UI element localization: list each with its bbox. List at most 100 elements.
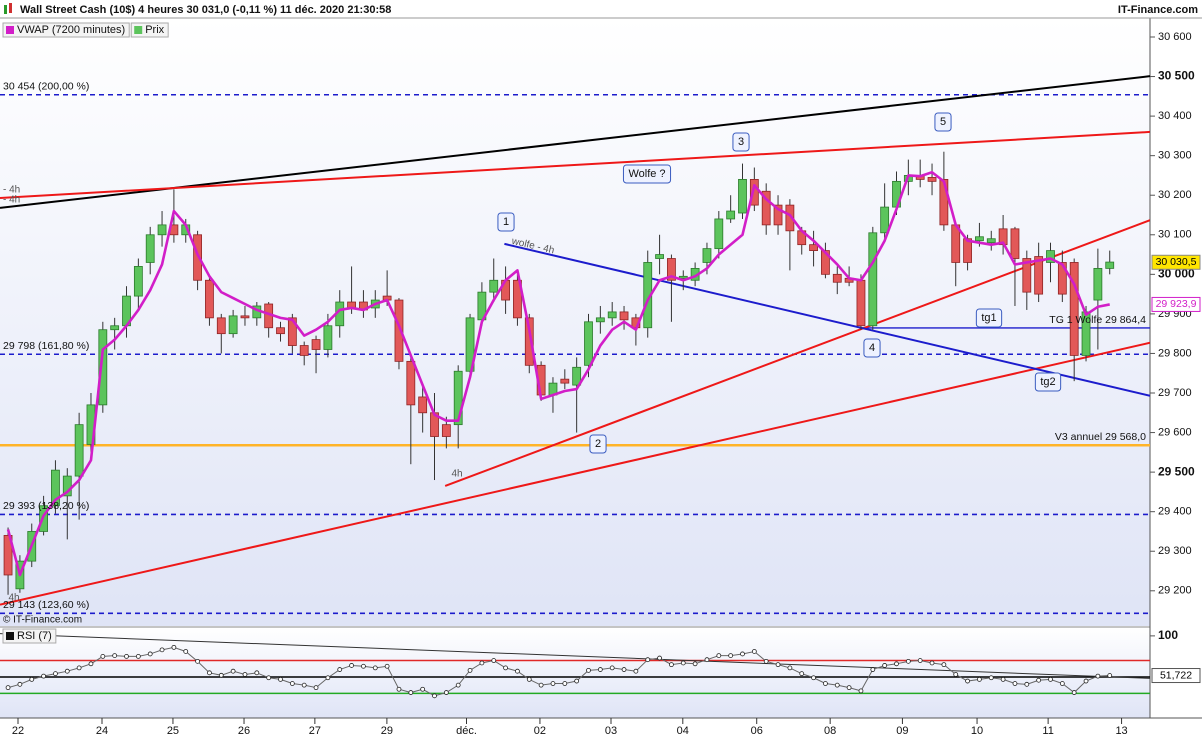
annotation: 5 <box>940 116 946 128</box>
rsi-point <box>846 685 852 691</box>
annotation: 3 <box>738 136 744 148</box>
rsi-point <box>254 670 260 676</box>
level-label: 29 143 (123,60 %) <box>3 599 89 611</box>
candle-body <box>749 178 759 206</box>
rsi <box>0 633 1150 699</box>
rsi-point <box>550 681 556 686</box>
candle-body <box>311 339 321 350</box>
rsi-point <box>905 658 911 664</box>
rsi-point <box>491 658 497 663</box>
rsi-point <box>1107 673 1113 678</box>
rsi-point <box>1048 677 1053 682</box>
x-tick-label: 13 <box>1115 725 1127 737</box>
trendline <box>444 219 1150 487</box>
y-tick-label: 30 300 <box>1158 150 1192 162</box>
candle-body <box>856 279 866 327</box>
rsi-point <box>526 677 532 682</box>
rsi-point <box>929 660 935 666</box>
rsi-point <box>408 690 414 695</box>
candle-body <box>1034 256 1044 295</box>
rsi-point <box>597 667 603 672</box>
title-icon <box>4 5 7 14</box>
candle-body <box>726 210 736 220</box>
annotation: Wolfe ? <box>628 168 665 180</box>
candle-body <box>785 204 795 232</box>
rsi-point <box>882 663 888 668</box>
annotation-box <box>1034 372 1062 392</box>
annotation: 4h <box>8 593 19 604</box>
rsi-point <box>313 685 319 691</box>
candle-body <box>1057 262 1067 295</box>
candle-body <box>678 275 688 279</box>
candle-body <box>868 232 878 327</box>
rsi-point <box>301 682 307 688</box>
annotation: - 4h <box>3 195 20 206</box>
rsi-point <box>17 681 23 687</box>
rsi-point <box>704 657 710 663</box>
x-tick-label: 08 <box>824 725 836 737</box>
rsi-point <box>76 665 82 671</box>
rsi-point <box>917 658 923 663</box>
candle-body <box>406 360 416 406</box>
level-label: 29 798 (161,80 %) <box>3 340 89 352</box>
annotation: 1 <box>503 216 509 228</box>
annotation-box <box>622 164 672 184</box>
legend-swatch <box>6 26 14 34</box>
rsi-point <box>124 654 129 659</box>
candle-body <box>240 315 250 319</box>
rsi-point <box>1012 681 1018 686</box>
rsi-point <box>1083 678 1089 684</box>
candle-body <box>1105 261 1115 269</box>
rsi-point <box>609 665 615 671</box>
candle-body <box>1046 250 1055 263</box>
price-tag-label: 30 030,5 <box>1156 256 1197 268</box>
candle-body <box>489 279 499 293</box>
candle-body <box>986 238 996 244</box>
vwap-line <box>6 170 1110 577</box>
rsi-point <box>680 660 686 666</box>
candle-body <box>157 224 167 236</box>
legend-box <box>2 628 57 644</box>
candle-body <box>572 366 582 386</box>
rsi-point <box>977 677 982 682</box>
axes: 29 200 29 300 29 400 29 500 29 600 29 700 29 8… <box>12 31 1201 737</box>
trendline <box>0 341 1150 606</box>
rsi-point <box>266 675 272 681</box>
annotation: 4 <box>869 342 875 354</box>
rsi-point <box>503 665 508 671</box>
y-tick-label: 30 400 <box>1158 110 1192 122</box>
rsi-point <box>230 668 236 674</box>
rsi-point <box>455 682 461 688</box>
candle-body <box>773 204 783 226</box>
rsi-point <box>337 667 343 672</box>
level-label: V3 annuel 29 568,0 <box>1055 431 1146 443</box>
site: IT-Finance.com <box>1118 4 1198 16</box>
trendline <box>504 242 1150 397</box>
candle-body <box>228 315 238 335</box>
rsi-point <box>988 675 994 681</box>
candle-body <box>145 234 155 263</box>
rsi-point <box>941 662 947 668</box>
rsi-panel <box>0 628 1150 718</box>
x-tick-label: 25 <box>167 725 179 737</box>
rsi-point <box>1095 673 1101 679</box>
rsi-point <box>811 675 816 681</box>
candle-body <box>276 327 285 335</box>
rsi-point <box>325 675 331 681</box>
candle-body <box>809 244 818 251</box>
candle-body <box>323 325 333 350</box>
candle-body <box>1022 258 1032 293</box>
rsi-point <box>349 663 354 668</box>
x-tick-label: 04 <box>677 725 689 737</box>
candle-body <box>3 535 13 576</box>
trendline <box>0 75 1150 209</box>
rsi-point <box>396 686 402 692</box>
x-tick-label: 24 <box>96 725 108 737</box>
rsi-point <box>242 672 248 677</box>
rsi-point <box>195 658 200 664</box>
candle-body <box>394 299 404 362</box>
rsi-point <box>372 665 378 671</box>
candle-body <box>667 258 676 281</box>
rsi-point <box>1071 690 1077 695</box>
